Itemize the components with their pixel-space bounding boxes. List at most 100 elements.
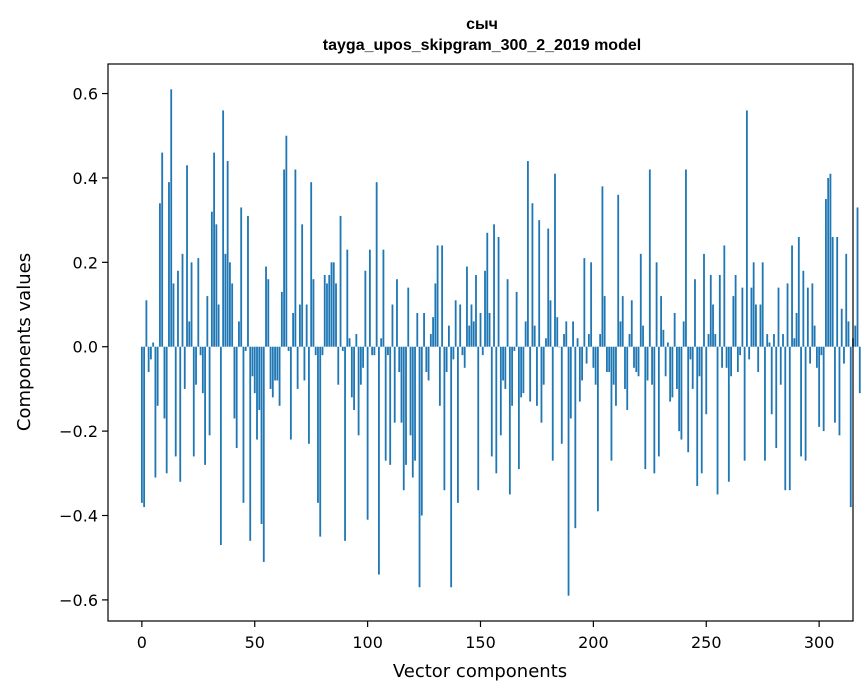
bar-257 [721, 346, 723, 368]
bar-252 [709, 274, 712, 347]
bar-220 [637, 346, 640, 377]
bar-242 [687, 346, 690, 453]
bar-75 [310, 182, 313, 347]
bar-30 [208, 346, 211, 436]
bar-126 [425, 346, 428, 373]
bar-222 [642, 325, 644, 347]
bar-0 [140, 346, 143, 503]
bar-198 [587, 334, 590, 347]
bar-65 [287, 346, 290, 351]
bar-244 [691, 346, 694, 389]
bar-148 [475, 274, 477, 347]
bar-102 [371, 346, 374, 356]
bar-158 [497, 237, 500, 347]
bar-169 [522, 346, 525, 394]
bar-310 [840, 308, 843, 347]
bar-114 [398, 346, 401, 373]
bar-211 [617, 194, 620, 347]
bar-271 [752, 262, 755, 347]
bar-317 [856, 207, 859, 347]
bar-34 [217, 304, 220, 347]
bar-287 [788, 346, 791, 491]
bar-256 [718, 274, 721, 347]
bar-69 [296, 346, 299, 389]
bar-125 [423, 312, 425, 347]
bar-115 [400, 346, 403, 423]
bar-72 [303, 346, 306, 381]
bar-293 [802, 270, 805, 347]
bar-20 [186, 165, 188, 347]
bar-311 [843, 346, 845, 364]
chart-title: сыч [466, 16, 498, 33]
bar-113 [396, 279, 398, 347]
bar-203 [599, 334, 602, 347]
bar-64 [285, 135, 288, 347]
bar-301 [820, 346, 823, 356]
bar-44 [240, 207, 243, 347]
bar-110 [389, 346, 392, 465]
bar-279 [770, 346, 773, 415]
bar-101 [368, 249, 371, 347]
bar-94 [353, 346, 355, 411]
bar-36 [222, 110, 225, 347]
bar-93 [350, 346, 353, 398]
bar-84 [330, 262, 333, 347]
bar-136 [447, 325, 450, 347]
bar-176 [538, 220, 541, 347]
bar-6 [154, 346, 157, 478]
bar-47 [247, 215, 249, 347]
bar-132 [438, 346, 441, 406]
bar-104 [375, 182, 378, 347]
bar-134 [443, 346, 446, 491]
bar-277 [766, 334, 769, 347]
bar-281 [775, 346, 778, 448]
bar-1 [143, 346, 146, 508]
bar-12 [168, 182, 170, 347]
bar-139 [454, 300, 457, 347]
bar-174 [533, 325, 536, 347]
y-tick-label: −0.4 [59, 507, 98, 526]
bar-32 [213, 152, 216, 347]
bar-153 [486, 232, 489, 347]
bar-98 [362, 346, 365, 368]
bar-81 [323, 274, 326, 347]
bar-237 [676, 346, 678, 389]
bar-3 [147, 346, 150, 373]
bar-13 [170, 89, 173, 347]
bar-71 [301, 224, 304, 347]
bar-15 [174, 346, 177, 457]
bar-221 [639, 253, 642, 347]
y-tick-label: 0.0 [73, 338, 98, 357]
bar-192 [574, 346, 577, 529]
y-tick-label: 0.4 [73, 169, 98, 188]
bar-180 [547, 228, 550, 347]
bar-46 [244, 346, 247, 351]
bar-96 [357, 346, 360, 436]
bar-145 [468, 325, 471, 347]
bar-149 [477, 346, 480, 491]
bar-10 [163, 346, 166, 419]
bar-152 [484, 270, 486, 347]
bar-238 [678, 346, 681, 432]
bar-184 [556, 317, 559, 347]
bar-183 [554, 173, 556, 347]
bar-205 [603, 296, 606, 347]
y-tick-label: 0.6 [73, 85, 98, 104]
bar-124 [420, 346, 423, 516]
bar-50 [253, 346, 256, 394]
bar-109 [387, 346, 389, 356]
bar-147 [472, 321, 475, 347]
bar-120 [411, 346, 414, 478]
bar-243 [689, 346, 692, 360]
bar-151 [481, 346, 484, 356]
bar-137 [450, 346, 453, 588]
bar-218 [633, 346, 635, 368]
bar-88 [339, 215, 342, 347]
bar-191 [572, 321, 574, 347]
x-tick-label: 100 [352, 633, 383, 652]
bar-59 [274, 346, 276, 381]
bar-99 [364, 270, 367, 347]
bar-304 [827, 177, 830, 347]
bar-240 [682, 321, 685, 347]
bar-25 [197, 258, 200, 347]
